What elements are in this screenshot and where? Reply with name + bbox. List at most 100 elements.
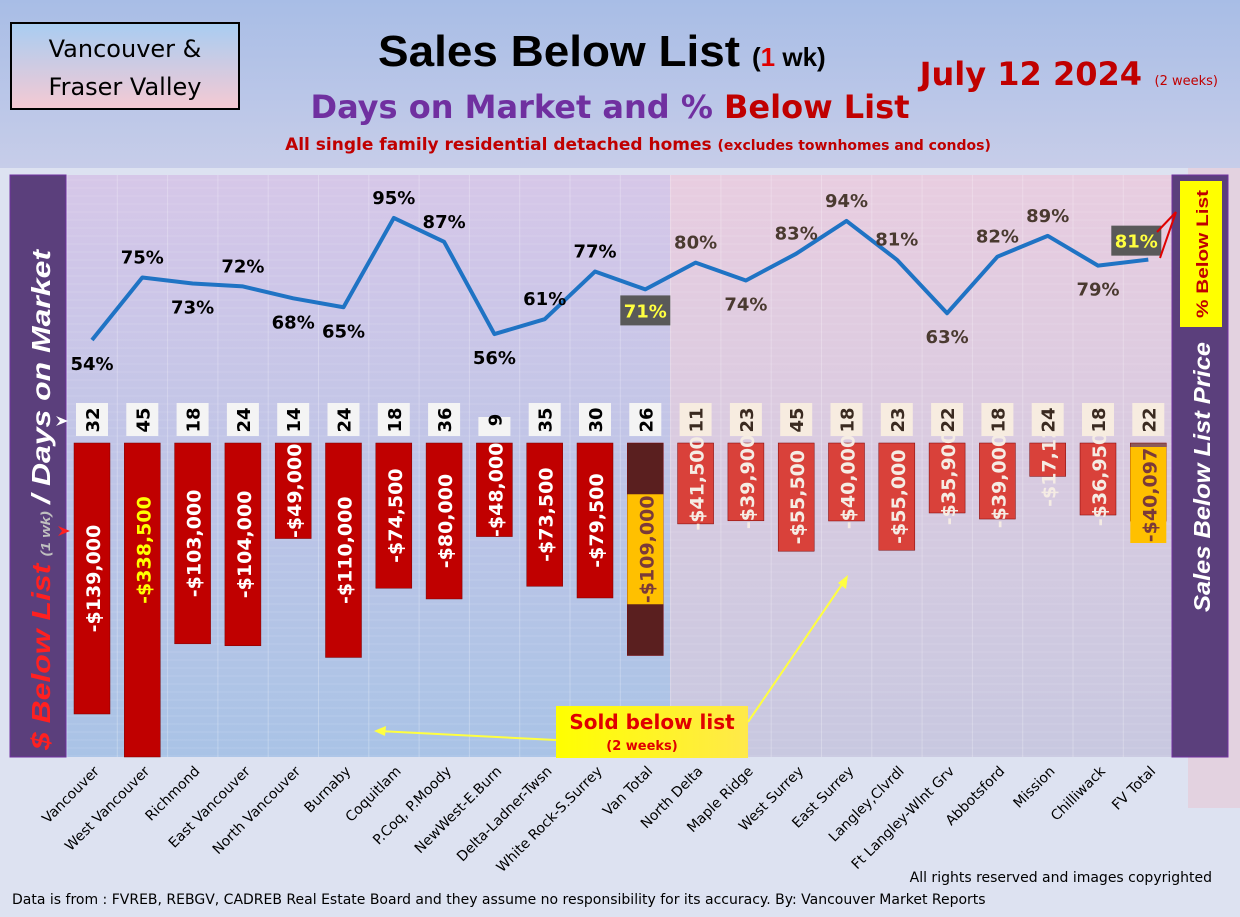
bar [777,442,815,552]
pct-label: 71% [624,301,667,322]
bar-value-label: -$338,500 [133,496,155,604]
dom-label-box [1082,403,1114,436]
bar-value-label: -$110,000 [335,496,357,604]
bar [325,442,362,658]
dom-label-box [729,403,762,436]
dom-label: 11 [687,407,708,432]
pct-label: 72% [221,256,264,277]
report-date: July 12 2024 [918,55,1142,93]
dom-label: 22 [938,407,959,432]
bar [1079,442,1117,516]
pct-arrow2-icon [1159,211,1177,259]
dom-label: 32 [83,407,104,432]
pct-label: 56% [473,348,516,369]
bar [124,442,161,758]
dom-label: 36 [435,407,456,432]
dollar-arrow-icon [58,526,70,536]
pct-label: 63% [926,327,969,348]
dom-label: 23 [737,407,758,432]
pct-arrow-icon [1156,211,1177,233]
bar-value-label: -$39,000 [988,434,1010,528]
bar-value-label: -$80,000 [435,474,457,568]
annotation-arrowhead-left [374,726,386,736]
bar [828,442,865,522]
pct-below-badge-text: % Below List [1193,190,1212,318]
pct-label: 65% [322,321,365,342]
chart-subtitle: Days on Market and % Below List [311,88,910,126]
pct-label: 81% [1115,232,1158,253]
annotation-note: (2 weeks) [606,739,677,754]
bar [878,442,916,551]
bar-value-label: -$39,900 [737,435,759,529]
dom-label-box [830,403,863,436]
total-pct-box [1111,225,1162,256]
dom-label-box [780,403,813,436]
region-line1: Vancouver & [49,35,202,63]
pct-label: 82% [976,227,1019,248]
pct-label: 95% [372,188,415,209]
dom-label-box [1132,403,1165,436]
bar-value-label: -$35,900 [938,431,960,525]
bar-value-label: -$104,000 [234,491,256,599]
bar-value-label: -$40,097 [1139,448,1161,542]
bar [274,442,312,539]
dom-label-box [176,403,209,436]
plot-area-vancouver [66,175,670,757]
dom-label: 35 [536,407,557,432]
sold-below-annotation: Sold below list (2 weeks) [374,575,848,758]
left-axis-label: $ Below List(1 wk)/ Days on Market [26,248,56,751]
dom-label: 18 [184,407,205,432]
dom-label-box [880,403,913,436]
pct-label: 75% [121,248,164,269]
bar [979,442,1016,520]
bar-value-label: -$55,500 [787,450,809,544]
dom-arrow-icon [56,416,68,426]
dom-label-box [528,403,561,436]
bar [174,442,211,645]
bar-value-label: -$49,000 [284,444,306,538]
dom-label: 18 [1089,407,1110,432]
dom-label-box [377,403,410,436]
pct-label: 87% [423,212,466,233]
bar [526,442,563,587]
dom-label: 24 [234,407,255,432]
pct-label: 81% [875,230,918,251]
pct-label: 54% [70,354,113,375]
dom-label-box [981,403,1014,436]
pct-below-line [90,215,1149,342]
bar [1029,442,1066,477]
right-axis-panel: Sales Below List Price % Below List [1171,174,1229,758]
bar-value-label: -$17,125 [1039,412,1061,506]
bar-value-label: -$36,950 [1089,432,1111,526]
pct-label: 94% [825,191,868,212]
chart-description: All single family residential detached h… [285,135,991,155]
bar-value-label: -$73,500 [536,467,558,561]
annotation-arrowhead-right [838,575,848,589]
dom-label-box [478,417,511,436]
dom-label-box [629,403,662,436]
pct-below-badge [1180,181,1222,327]
dom-label: 22 [1139,407,1160,432]
bar [425,442,463,600]
dom-label: 23 [888,407,909,432]
bar [224,442,262,647]
bar-value-label: -$41,500 [687,436,709,530]
total-highlight [627,494,664,605]
region-box: Vancouver & Fraser Valley [10,22,240,110]
pct-label: 77% [573,242,616,263]
bar [476,442,513,537]
bar-value-label: -$103,000 [184,490,206,598]
date-note: (2 weeks) [1155,74,1218,89]
dom-label: 45 [787,407,808,432]
dom-label: 14 [284,407,305,432]
dom-label-box [277,403,310,436]
bar-value-label: -$79,500 [586,473,608,567]
dom-label: 45 [133,407,154,432]
dom-label: 24 [335,407,356,432]
dom-label: 30 [586,407,607,432]
annotation-label: Sold below list [569,710,735,734]
pct-label: 61% [523,289,566,310]
pct-label: 89% [1026,206,1069,227]
bar [727,442,765,522]
